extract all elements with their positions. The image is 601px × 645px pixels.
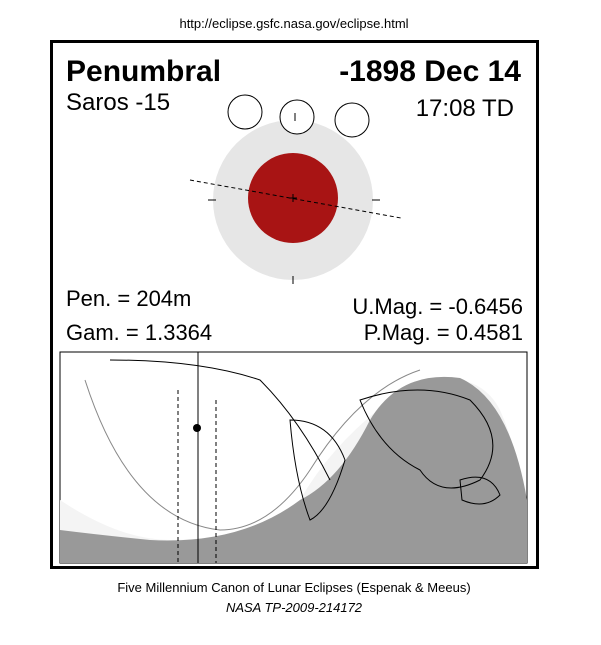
continents — [459, 476, 501, 505]
umbral-magnitude: U.Mag. = -0.6456 — [352, 294, 523, 319]
penumbral-magnitude: P.Mag. = 0.4581 — [364, 320, 523, 345]
canon-title: Five Millennium Canon of Lunar Eclipses … — [117, 580, 470, 595]
pen-duration: Pen. = 204m — [66, 286, 191, 311]
report-number: NASA TP-2009-214172 — [226, 600, 363, 615]
saros: Saros -15 — [66, 89, 170, 116]
gamma: Gam. = 1.3364 — [66, 320, 212, 345]
moon — [227, 94, 263, 130]
continents — [289, 419, 346, 521]
eclipse-type: Penumbral — [66, 55, 221, 88]
continents — [359, 389, 494, 489]
world-map — [59, 351, 528, 564]
eclipse-date: -1898 Dec 14 — [339, 55, 521, 88]
moon — [279, 99, 315, 135]
moon-path — [189, 179, 402, 219]
time: 17:08 TD — [416, 95, 514, 122]
visibility-curve — [84, 369, 421, 531]
zenith-point — [193, 424, 201, 432]
source-url: http://eclipse.gsfc.nasa.gov/eclipse.htm… — [179, 16, 408, 31]
night-zone — [60, 376, 527, 563]
continents — [109, 359, 331, 481]
moon — [334, 102, 370, 138]
